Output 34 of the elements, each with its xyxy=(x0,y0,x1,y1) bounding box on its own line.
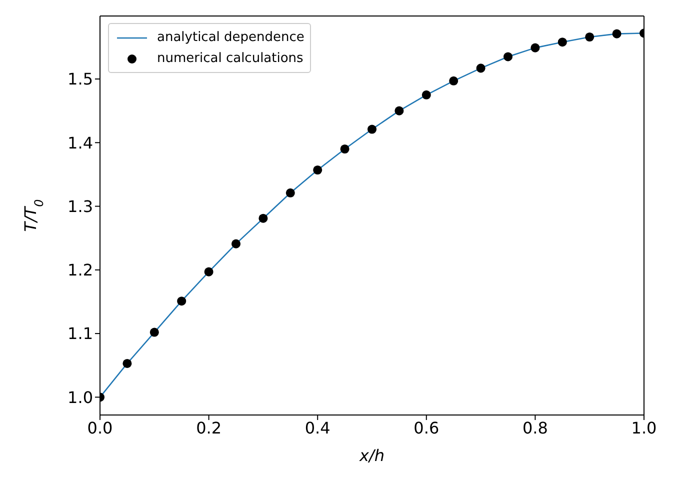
y-tick-label: 1.0 xyxy=(68,388,93,407)
point xyxy=(204,267,214,276)
point xyxy=(286,188,295,198)
x-tick-label: 0.4 xyxy=(304,418,330,438)
x-axis-title: x/h xyxy=(358,446,384,465)
x-tick-label: 0.2 xyxy=(196,418,222,438)
point xyxy=(422,90,431,100)
point xyxy=(394,106,404,116)
point xyxy=(177,296,186,306)
legend-label: analytical dependence xyxy=(157,30,304,45)
point xyxy=(313,165,322,175)
x-tick-label: 0.0 xyxy=(87,418,113,438)
point xyxy=(585,32,594,42)
y-tick-label: 1.2 xyxy=(68,260,93,280)
x-tick-label: 0.6 xyxy=(414,418,440,438)
point xyxy=(503,52,513,62)
point xyxy=(449,76,458,86)
point xyxy=(122,358,132,368)
y-tick-label: 1.3 xyxy=(68,196,93,216)
y-tick-label: 1.1 xyxy=(68,324,93,344)
point xyxy=(476,64,486,73)
point xyxy=(340,144,350,154)
y-tick-label: 1.4 xyxy=(68,133,93,152)
x-tick-label: 1.0 xyxy=(631,418,657,438)
point xyxy=(558,38,567,47)
y-tick-label: 1.5 xyxy=(68,70,93,89)
point xyxy=(150,328,159,337)
point xyxy=(530,43,540,52)
point xyxy=(258,214,268,223)
point xyxy=(612,29,622,38)
x-tick-label: 0.8 xyxy=(522,418,548,438)
point xyxy=(367,124,377,134)
point xyxy=(231,239,241,248)
legend-label: numerical calculations xyxy=(157,51,304,66)
